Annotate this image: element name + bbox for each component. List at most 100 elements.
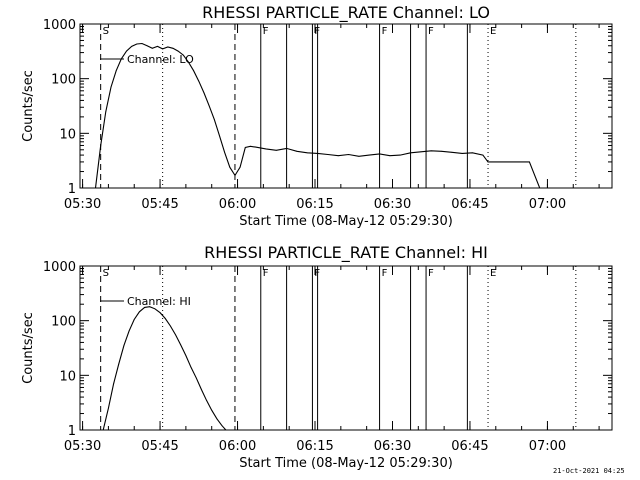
data-point xyxy=(575,187,577,189)
y-tick-label: 10 xyxy=(59,369,76,384)
series-line xyxy=(94,42,576,189)
y-tick-label: 1 xyxy=(68,424,76,439)
data-point xyxy=(105,111,107,112)
data-point xyxy=(482,154,484,156)
data-point xyxy=(203,92,205,94)
event-marker-label: E xyxy=(490,268,496,279)
data-point xyxy=(146,45,148,47)
data-point xyxy=(368,154,370,156)
data-point xyxy=(219,135,220,137)
data-point xyxy=(317,153,318,154)
y-axis-label: Counts/sec xyxy=(21,70,36,142)
data-point xyxy=(208,105,210,107)
data-point xyxy=(337,155,339,157)
data-point xyxy=(159,312,161,314)
data-point xyxy=(195,377,197,379)
y-axis-label: Counts/sec xyxy=(21,312,36,384)
series-line xyxy=(102,306,227,431)
x-tick-label: 06:30 xyxy=(374,439,411,454)
data-point xyxy=(529,161,530,163)
data-point xyxy=(157,46,158,47)
data-point xyxy=(201,389,202,390)
data-point xyxy=(451,151,453,153)
data-point xyxy=(518,161,520,163)
event-marker-label: S xyxy=(103,26,109,37)
data-point xyxy=(570,187,572,189)
data-point xyxy=(250,145,251,147)
legend-label: Channel: HI xyxy=(127,295,191,308)
data-point xyxy=(498,161,499,163)
data-point xyxy=(123,345,125,346)
data-point xyxy=(549,187,551,189)
data-point xyxy=(420,151,422,153)
data-point xyxy=(180,344,182,346)
x-tick-label: 06:15 xyxy=(296,439,333,454)
data-point xyxy=(472,152,473,154)
event-marker-label: S xyxy=(103,268,109,279)
data-point xyxy=(175,334,177,336)
data-point xyxy=(399,154,401,156)
data-point xyxy=(133,319,135,320)
data-point xyxy=(167,46,169,48)
data-point xyxy=(216,418,218,420)
x-tick-label: 05:45 xyxy=(141,197,178,212)
y-tick-label: 100 xyxy=(51,315,76,330)
data-point xyxy=(151,47,153,49)
x-tick-label: 05:45 xyxy=(141,439,178,454)
data-point xyxy=(149,306,151,308)
y-tick-label: 10 xyxy=(59,127,76,142)
data-point xyxy=(358,155,360,157)
data-point xyxy=(95,187,96,189)
data-point xyxy=(296,150,298,152)
x-axis-label: Start Time (08-May-12 05:29:30) xyxy=(239,214,453,229)
legend-label: Channel: LO xyxy=(127,53,194,66)
data-point xyxy=(128,330,130,332)
data-point xyxy=(126,50,127,52)
x-tick-label: 06:00 xyxy=(219,439,256,454)
data-point xyxy=(224,151,226,153)
data-point xyxy=(327,154,329,155)
x-tick-label: 05:30 xyxy=(64,439,101,454)
data-point xyxy=(348,154,349,155)
data-point xyxy=(110,86,112,88)
data-point xyxy=(206,399,207,401)
data-point xyxy=(508,161,510,163)
event-marker-label: F xyxy=(428,26,434,37)
data-point xyxy=(154,308,156,310)
data-point xyxy=(190,366,192,368)
data-point xyxy=(102,429,104,431)
plot-frame xyxy=(79,265,613,431)
y-tick-label: 1000 xyxy=(43,18,76,33)
data-point xyxy=(213,119,215,120)
data-point xyxy=(255,146,256,148)
x-tick-label: 05:30 xyxy=(64,197,101,212)
data-point xyxy=(306,152,308,154)
event-marker-label: F xyxy=(263,268,269,279)
x-tick-label: 07:00 xyxy=(529,197,566,212)
data-point xyxy=(441,150,442,152)
x-tick-label: 06:30 xyxy=(374,197,411,212)
data-point xyxy=(131,46,133,47)
data-point xyxy=(559,187,561,189)
data-point xyxy=(170,325,171,327)
x-tick-label: 06:45 xyxy=(451,439,488,454)
x-tick-label: 06:00 xyxy=(219,197,256,212)
data-point xyxy=(275,149,277,151)
data-point xyxy=(244,147,246,148)
data-point xyxy=(141,43,143,44)
x-axis-label: Start Time (08-May-12 05:29:30) xyxy=(239,456,453,471)
data-point xyxy=(239,166,241,168)
data-point xyxy=(139,311,140,313)
y-tick-label: 100 xyxy=(51,73,76,88)
plot-frame xyxy=(79,23,613,189)
data-point xyxy=(115,70,117,72)
data-point xyxy=(229,166,231,168)
data-point xyxy=(198,80,200,82)
data-point xyxy=(164,318,166,319)
data-point xyxy=(188,61,189,63)
event-marker-label: F xyxy=(263,26,269,37)
data-point xyxy=(221,425,223,427)
data-point xyxy=(379,153,380,155)
data-point xyxy=(389,155,391,157)
